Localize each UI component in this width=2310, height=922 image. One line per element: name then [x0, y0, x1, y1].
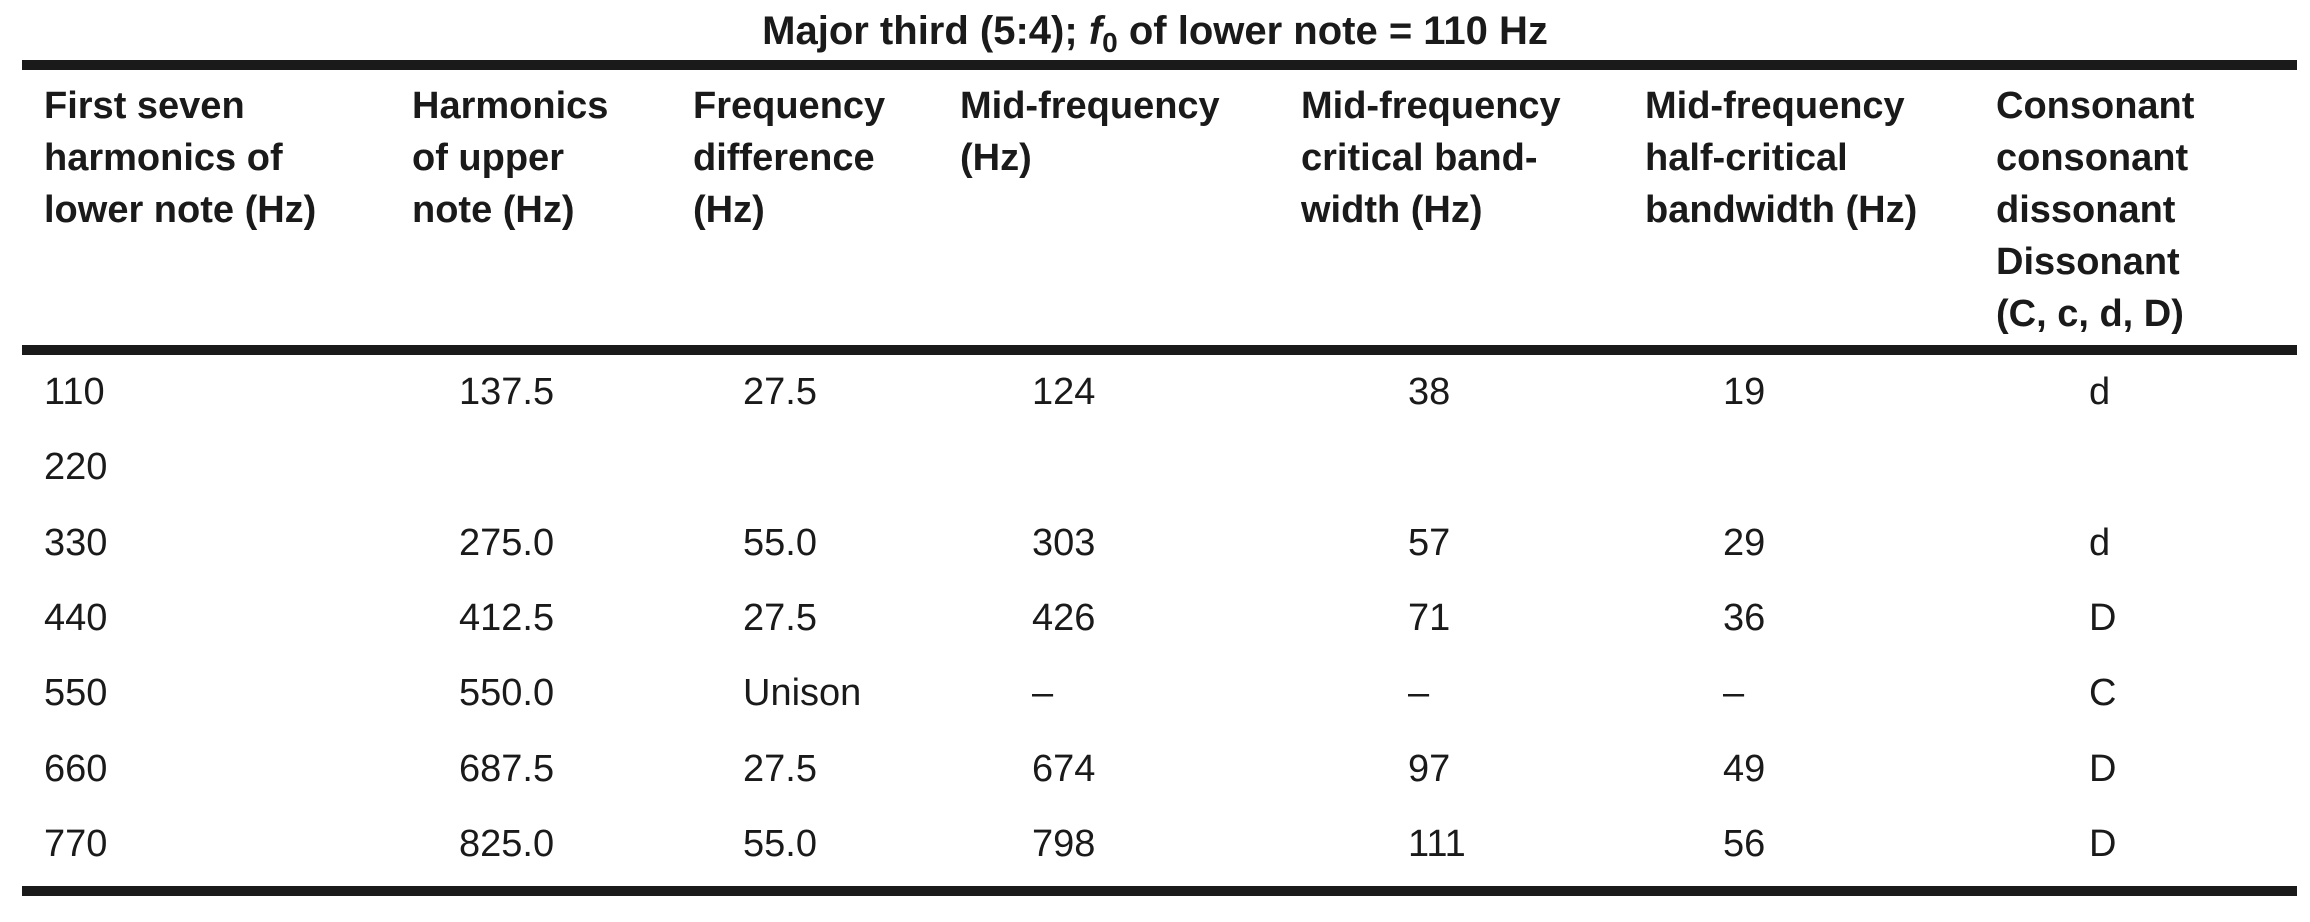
header-lower-harmonics: First seven harmonics of lower note (Hz): [44, 85, 317, 231]
cell-mid-frequency: 303: [1032, 522, 1096, 564]
header-consonance: Consonant consonant dissonant Dissonant …: [1996, 85, 2195, 335]
cell-lower-harmonic: 660: [44, 748, 108, 790]
cell-critical-bandwidth: 38: [1408, 371, 1451, 413]
header-upper-harmonics: Harmonics of upper note (Hz): [412, 85, 609, 231]
cell-frequency-difference: 55.0: [743, 823, 817, 865]
cell-upper-harmonic: 137.5: [459, 371, 555, 413]
cell-lower-harmonic: 110: [44, 371, 105, 413]
title-f-subscript: 0: [1102, 27, 1118, 58]
cell-upper-harmonic: 550.0: [459, 672, 555, 714]
cell-upper-harmonic: 825.0: [459, 823, 555, 865]
cell-consonance: D: [2089, 823, 2117, 865]
cell-half-critical-bandwidth: 49: [1723, 748, 1766, 790]
cell-frequency-difference: 27.5: [743, 748, 817, 790]
header-half-critical-bandwidth: Mid-frequency half-critical bandwidth (H…: [1645, 85, 1918, 231]
cell-frequency-difference: 27.5: [743, 597, 817, 639]
cell-frequency-difference: Unison: [743, 672, 862, 714]
cell-lower-harmonic: 330: [44, 522, 108, 564]
cell-critical-bandwidth: 111: [1408, 823, 1466, 865]
cell-frequency-difference: 27.5: [743, 371, 817, 413]
header-mid-frequency: Mid-frequency (Hz): [960, 85, 1220, 179]
title-prefix: Major third (5:4);: [762, 9, 1089, 53]
cell-half-critical-bandwidth: 19: [1723, 371, 1766, 413]
cell-critical-bandwidth: 97: [1408, 748, 1451, 790]
cell-half-critical-bandwidth: –: [1723, 672, 1745, 714]
cell-half-critical-bandwidth: 29: [1723, 522, 1766, 564]
title-suffix: of lower note = 110 Hz: [1117, 9, 1548, 53]
cell-frequency-difference: 55.0: [743, 522, 817, 564]
table-title: Major third (5:4); f0 of lower note = 11…: [0, 6, 2310, 57]
cell-mid-frequency: 674: [1032, 748, 1096, 790]
cell-mid-frequency: 426: [1032, 597, 1096, 639]
cell-upper-harmonic: 687.5: [459, 748, 555, 790]
cell-consonance: d: [2089, 522, 2111, 564]
cell-critical-bandwidth: –: [1408, 672, 1430, 714]
bottom-rule: [22, 886, 2297, 896]
cell-upper-harmonic: 275.0: [459, 522, 555, 564]
cell-critical-bandwidth: 57: [1408, 522, 1451, 564]
title-f-symbol: f: [1088, 9, 1103, 53]
header-rule: [22, 345, 2297, 355]
cell-consonance: D: [2089, 748, 2117, 790]
cell-half-critical-bandwidth: 56: [1723, 823, 1766, 865]
cell-consonance: d: [2089, 371, 2111, 413]
cell-lower-harmonic: 220: [44, 446, 108, 488]
cell-lower-harmonic: 770: [44, 823, 108, 865]
cell-critical-bandwidth: 71: [1408, 597, 1451, 639]
cell-half-critical-bandwidth: 36: [1723, 597, 1766, 639]
title-f0: f0: [1088, 9, 1118, 57]
header-critical-bandwidth: Mid-frequency critical band- width (Hz): [1301, 85, 1561, 231]
top-rule: [22, 60, 2297, 70]
cell-consonance: C: [2089, 672, 2117, 714]
cell-mid-frequency: 124: [1032, 371, 1096, 413]
header-frequency-difference: Frequency difference (Hz): [693, 85, 886, 231]
cell-consonance: D: [2089, 597, 2117, 639]
cell-upper-harmonic: 412.5: [459, 597, 555, 639]
cell-lower-harmonic: 550: [44, 672, 108, 714]
cell-mid-frequency: 798: [1032, 823, 1096, 865]
cell-mid-frequency: –: [1032, 672, 1054, 714]
cell-lower-harmonic: 440: [44, 597, 108, 639]
